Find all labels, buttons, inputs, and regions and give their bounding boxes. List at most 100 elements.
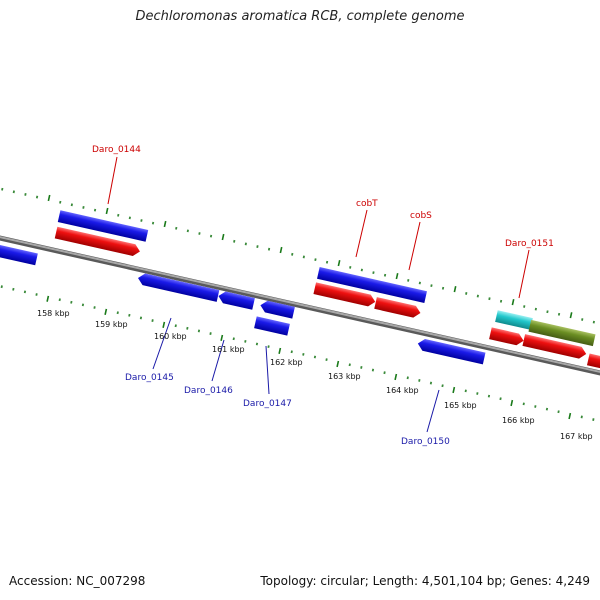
cds-daro-0147-a[interactable] — [259, 299, 295, 319]
ruler-minor-tick — [186, 229, 189, 233]
gene-cobt[interactable] — [313, 282, 376, 307]
scale-label-159: 159 kbp — [95, 320, 128, 329]
scale-label-158: 158 kbp — [37, 309, 70, 318]
accession-text: Accession: NC_007298 — [9, 574, 146, 588]
ruler-minor-tick — [290, 350, 293, 354]
ruler-minor-tick — [174, 324, 177, 328]
other-features — [528, 319, 596, 347]
ruler-minor-tick — [256, 245, 259, 248]
ruler-minor-tick — [499, 397, 502, 401]
ruler-minor-tick — [198, 232, 201, 235]
ruler-minor-tick — [534, 405, 537, 408]
gene-next[interactable] — [522, 334, 587, 360]
ruler-minor-tick — [476, 392, 479, 395]
ruler-major-tick — [568, 412, 572, 420]
ruler-minor-tick — [35, 293, 38, 296]
ruler-minor-tick — [82, 206, 85, 209]
scale-label-167: 167 kbp — [560, 432, 593, 441]
ruler-major-tick — [279, 246, 283, 254]
ruler-minor-tick — [117, 213, 120, 217]
cds-daro-0146[interactable] — [217, 290, 255, 310]
ruler-major-tick — [336, 360, 340, 368]
inner-scale-ruler — [0, 285, 595, 421]
gene-daro-0144[interactable] — [54, 226, 142, 258]
ruler-minor-tick — [255, 342, 259, 346]
label-daro-0150[interactable]: Daro_0150 — [401, 437, 450, 447]
ruler-minor-tick — [186, 326, 189, 330]
ruler-major-tick — [47, 194, 51, 202]
ruler-major-tick — [453, 286, 457, 293]
ruler-minor-tick — [128, 313, 131, 317]
outer-scale-ruler — [1, 187, 595, 324]
ruler-minor-tick — [523, 305, 526, 308]
rna-features — [495, 310, 533, 330]
ruler-minor-tick — [557, 410, 560, 414]
ruler-minor-tick — [418, 379, 421, 382]
scale-label-161: 161 kbp — [212, 345, 245, 354]
ruler-minor-tick — [325, 260, 329, 264]
ruler-minor-tick — [441, 286, 445, 290]
cds-daro-0145[interactable] — [137, 272, 220, 302]
ruler-minor-tick — [35, 195, 39, 199]
ruler-minor-tick — [151, 221, 155, 225]
gene-cobs[interactable] — [374, 297, 422, 319]
ruler-minor-tick — [545, 407, 549, 411]
ruler-minor-tick — [116, 311, 119, 315]
ruler-minor-tick — [267, 345, 270, 348]
ruler-minor-tick — [464, 389, 467, 393]
ruler-minor-tick — [139, 316, 143, 320]
ruler-minor-tick — [267, 247, 271, 251]
ruler-minor-tick — [70, 300, 73, 304]
label-daro-0145[interactable]: Daro_0145 — [125, 373, 174, 383]
ruler-minor-tick — [349, 266, 352, 269]
ruler-minor-tick — [232, 337, 235, 341]
ruler-minor-tick — [313, 355, 317, 359]
ruler-major-tick — [162, 321, 166, 328]
ruler-minor-tick — [371, 368, 375, 372]
label-daro-0147[interactable]: Daro_0147 — [243, 399, 292, 409]
label-daro-0146[interactable]: Daro_0146 — [184, 386, 233, 396]
map-title: Dechloromonas aromatica RCB, complete ge… — [135, 9, 465, 24]
ruler-minor-tick — [302, 255, 305, 259]
gene-daro-0151[interactable] — [489, 327, 525, 346]
ruler-major-tick — [221, 233, 225, 241]
scale-label-162: 162 kbp — [270, 358, 303, 367]
ruler-minor-tick — [244, 242, 247, 246]
cds-daro-0147-b[interactable] — [254, 316, 290, 336]
ruler-minor-tick — [406, 376, 409, 380]
forward-cds-features — [57, 210, 427, 303]
cds-cobt[interactable] — [317, 267, 427, 303]
ruler-major-tick — [569, 312, 573, 319]
ruler-minor-tick — [383, 371, 386, 375]
scale-label-164: 164 kbp — [386, 386, 419, 395]
cds-daro-0144[interactable] — [57, 210, 149, 242]
genome-backbone — [0, 235, 600, 376]
ruler-minor-tick — [175, 226, 178, 230]
ruler-minor-tick — [465, 292, 468, 295]
cds-daro-0150[interactable] — [417, 338, 486, 365]
ruler-minor-tick — [430, 284, 433, 287]
label-daro-0144[interactable]: Daro_0144 — [92, 145, 141, 155]
label-cobs[interactable]: cobS — [410, 211, 432, 221]
ruler-major-tick — [511, 299, 515, 306]
ruler-major-tick — [510, 399, 514, 407]
ruler-minor-tick — [151, 319, 154, 322]
ruler-minor-tick — [580, 415, 583, 419]
rna-daro-0151[interactable] — [495, 310, 533, 330]
scale-label-160: 160 kbp — [154, 332, 187, 341]
feature-olive[interactable] — [528, 319, 596, 347]
ruler-minor-tick — [488, 297, 491, 301]
ruler-minor-tick — [314, 258, 317, 261]
scale-label-166: 166 kbp — [502, 416, 535, 425]
label-cobt[interactable]: cobT — [356, 199, 378, 209]
ruler-minor-tick — [522, 402, 525, 406]
cds-reverse-left[interactable] — [0, 244, 38, 266]
gene-labels: Daro_0144 cobT cobS Daro_0151 Daro_0145 … — [92, 145, 554, 447]
ruler-minor-tick — [325, 358, 328, 361]
ruler-minor-tick — [592, 418, 595, 421]
ruler-minor-tick — [233, 239, 236, 243]
label-daro-0151[interactable]: Daro_0151 — [505, 239, 554, 249]
ruler-minor-tick — [81, 303, 85, 307]
gene-edge[interactable] — [586, 353, 600, 371]
ruler-minor-tick — [383, 273, 387, 277]
